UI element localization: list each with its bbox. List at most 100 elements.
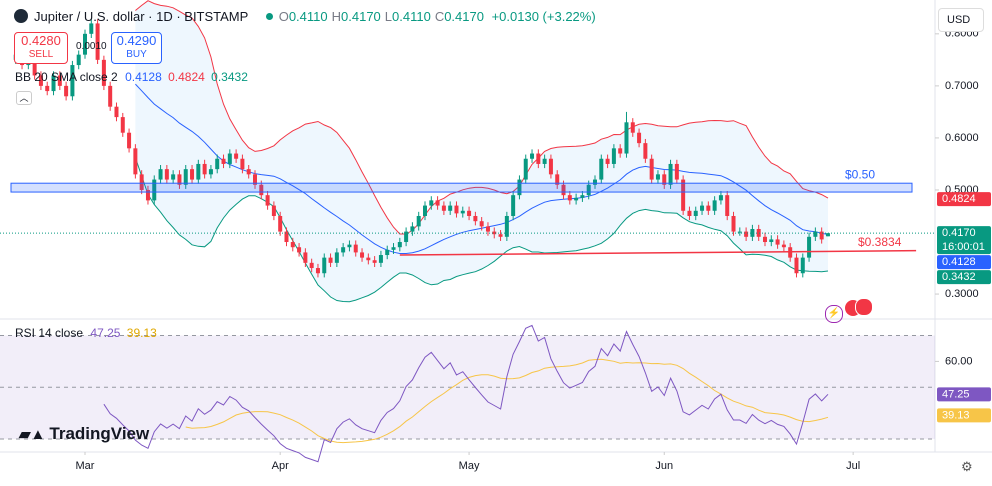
candle-body <box>234 153 239 159</box>
candle-body <box>737 231 742 233</box>
candle-body <box>561 184 566 196</box>
candle-body <box>183 169 188 185</box>
flag-icon[interactable] <box>855 298 873 316</box>
collapse-button[interactable]: ︿ <box>16 91 32 105</box>
candle-body <box>95 23 100 60</box>
ohlc-key: H <box>331 9 342 24</box>
candle-body <box>681 179 686 211</box>
candle-body <box>655 174 660 180</box>
price-badge-label: 47.25 <box>942 388 970 400</box>
candle-body <box>769 239 774 243</box>
rsi-tick-label: 60.00 <box>945 355 973 367</box>
candle-body <box>800 257 805 274</box>
symbol: Jupiter / U.S. dollar · 1D · BITSTAMP <box>34 9 249 24</box>
candle-body <box>599 158 604 180</box>
trendline <box>399 249 917 256</box>
currency-select[interactable]: USD <box>938 8 984 32</box>
candle-body <box>593 179 597 185</box>
symbol-icon <box>14 9 28 23</box>
candle-body <box>404 231 409 243</box>
candle-body <box>215 158 220 170</box>
candle-body <box>423 205 427 216</box>
rsi-ma-value: 39.13 <box>126 326 157 340</box>
y-tick-label: 0.3000 <box>945 288 979 300</box>
candle-body <box>429 200 434 206</box>
bb-legend: BB 20 SMA close 2 0.4128 0.4824 0.3432 <box>15 70 248 84</box>
candle-body <box>662 174 667 185</box>
candle-body <box>536 153 541 164</box>
candle-body <box>347 244 352 248</box>
ohlc-key: O <box>278 9 289 24</box>
candle-body <box>756 229 761 237</box>
candle-body <box>57 75 62 86</box>
candle-body <box>303 252 308 263</box>
candle-body <box>171 174 176 180</box>
candle-body <box>240 158 245 170</box>
price-badge-label: 0.3432 <box>942 271 976 283</box>
buy-price: 0.4290 <box>116 33 157 48</box>
candle-body <box>259 184 264 196</box>
buy-button[interactable]: 0.4290 BUY <box>111 32 162 64</box>
price-badge-label: 0.4128 <box>942 256 976 268</box>
candle-body <box>574 197 579 201</box>
candle-body <box>164 169 169 180</box>
candle-body <box>378 255 383 263</box>
candle-body <box>89 23 94 34</box>
candle-body <box>366 257 371 261</box>
candle-body <box>637 132 642 144</box>
bb-upper: 0.4824 <box>168 70 205 84</box>
sell-button[interactable]: 0.4280 SELL <box>14 32 68 64</box>
candle-body <box>120 117 125 133</box>
price-pane <box>13 0 830 303</box>
candle-body <box>322 257 327 274</box>
currency: USD <box>947 14 971 26</box>
candle-body <box>687 210 692 216</box>
candle-body <box>813 231 818 237</box>
candle-body <box>208 169 213 175</box>
candle-body <box>511 195 516 216</box>
candle-body <box>530 153 535 159</box>
price-badge <box>937 270 991 285</box>
candle-body <box>341 247 346 253</box>
candle-body <box>64 85 69 97</box>
y-tick-label: 0.7000 <box>945 80 979 92</box>
candle-body <box>567 195 572 201</box>
candle-body <box>794 257 799 274</box>
candle-body <box>38 75 43 86</box>
candle-body <box>297 247 302 253</box>
candle-body <box>246 169 251 175</box>
settings-icon[interactable]: ⚙ <box>961 459 973 474</box>
y-tick-label: 0.6000 <box>945 132 979 144</box>
price-badge-label: 39.13 <box>942 409 970 421</box>
price-badge <box>937 192 991 207</box>
candle-body <box>315 268 320 274</box>
candle-body <box>190 169 195 180</box>
candle-body <box>114 106 119 118</box>
ohlc: O0.4110 H0.4170 L0.4110 C0.4170 <box>279 9 488 24</box>
flash-icon[interactable]: ⚡ <box>825 305 843 323</box>
price-badge-time: 16:00:01 <box>942 241 985 253</box>
candle-body <box>517 179 522 196</box>
header: Jupiter / U.S. dollar · 1D · BITSTAMP O 0… <box>14 9 596 24</box>
indicator-icons: ⚡ <box>825 298 873 323</box>
candle-body <box>309 262 314 269</box>
candle-body <box>781 244 786 248</box>
candle-body <box>492 231 497 235</box>
candle-body <box>196 163 201 180</box>
candle-body <box>763 236 767 243</box>
candle-body <box>523 158 528 180</box>
candle-body <box>630 122 635 133</box>
candle-body <box>278 215 283 232</box>
x-tick-label: Jul <box>846 460 860 472</box>
ohlc-value: 0.4110 <box>392 9 431 24</box>
spread: 0.0010 <box>76 41 107 52</box>
candle-body <box>139 174 144 190</box>
candle-body <box>385 249 390 256</box>
candle-body <box>448 205 453 211</box>
rsi-legend: RSI 14 close 47.25 39.13 <box>15 326 157 340</box>
price-badge <box>937 255 991 270</box>
level-band <box>10 182 913 193</box>
candle-body <box>108 85 113 107</box>
ohlc-value: 0.4170 <box>341 9 381 24</box>
candle-body <box>83 33 87 55</box>
